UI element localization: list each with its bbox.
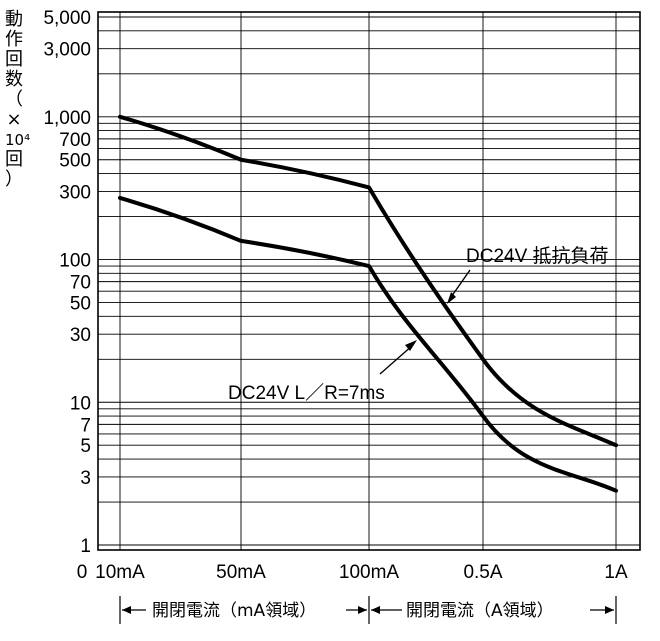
region-arrowhead — [122, 606, 131, 614]
region-label-ma: 開閉電流（mA領域） — [152, 601, 316, 621]
region-label-a: 開閉電流（A領域） — [406, 601, 554, 621]
y-tick-label: 10 — [70, 393, 91, 414]
y-axis-label-char: 回 — [5, 149, 23, 170]
region-arrowhead — [605, 606, 614, 614]
y-tick-label: 100 — [59, 251, 91, 272]
x-tick-label: 1A — [604, 562, 628, 583]
y-axis-label: 動 作 回 数 （ × 10⁴ 回 ） — [5, 9, 30, 190]
x-tick-label: 50mA — [216, 562, 266, 583]
y-tick-label: 500 — [59, 151, 91, 172]
vertical-gridlines — [119, 12, 617, 550]
region-annotations: 開閉電流（mA領域） 開閉電流（A領域） — [119, 596, 617, 624]
x-origin-label: 0 — [77, 562, 88, 583]
series-group — [118, 114, 618, 493]
y-tick-label: 300 — [59, 182, 91, 203]
series-label-resistive: DC24V 抵抗負荷 — [466, 245, 609, 267]
inductive-leader-line — [379, 344, 414, 375]
y-axis-label-char: 回 — [5, 49, 23, 70]
x-tick-labels: 0 10mA 50mA 100mA 0.5A 1A — [77, 562, 628, 583]
y-tick-label: 1,000 — [43, 108, 91, 129]
x-tick-label: 0.5A — [463, 562, 502, 583]
y-tick-label: 7 — [80, 415, 91, 436]
y-axis-label-char: （ — [5, 89, 23, 110]
y-tick-label: 50 — [70, 293, 91, 314]
y-axis-label-char: 数 — [5, 69, 23, 90]
y-tick-label: 5,000 — [43, 8, 91, 29]
y-tick-label: 3,000 — [43, 40, 91, 61]
region-arrowhead — [371, 606, 380, 614]
series-line-inductive — [118, 195, 618, 493]
y-axis-label-char: 動 — [5, 9, 23, 30]
x-tick-label: 10mA — [95, 562, 145, 583]
series-line-resistive — [118, 114, 618, 448]
y-axis-label-char: 作 — [5, 29, 23, 50]
inductive-arrowhead — [405, 340, 417, 351]
plot-frame — [97, 11, 641, 551]
y-axis-label-char: ） — [5, 169, 23, 190]
y-tick-label: 30 — [70, 325, 91, 346]
y-tick-label: 700 — [59, 130, 91, 151]
y-tick-label: 3 — [80, 468, 91, 489]
y-tick-label: 70 — [70, 273, 91, 294]
y-tick-label: 5 — [80, 436, 91, 457]
series-label-inductive: DC24V L／R=7ms — [228, 382, 385, 404]
region-arrowhead — [358, 606, 367, 614]
y-tick-label: 1 — [80, 536, 91, 557]
y-axis-label-char: × — [6, 109, 22, 130]
resistive-arrowhead — [447, 292, 456, 304]
x-tick-label: 100mA — [339, 562, 400, 583]
